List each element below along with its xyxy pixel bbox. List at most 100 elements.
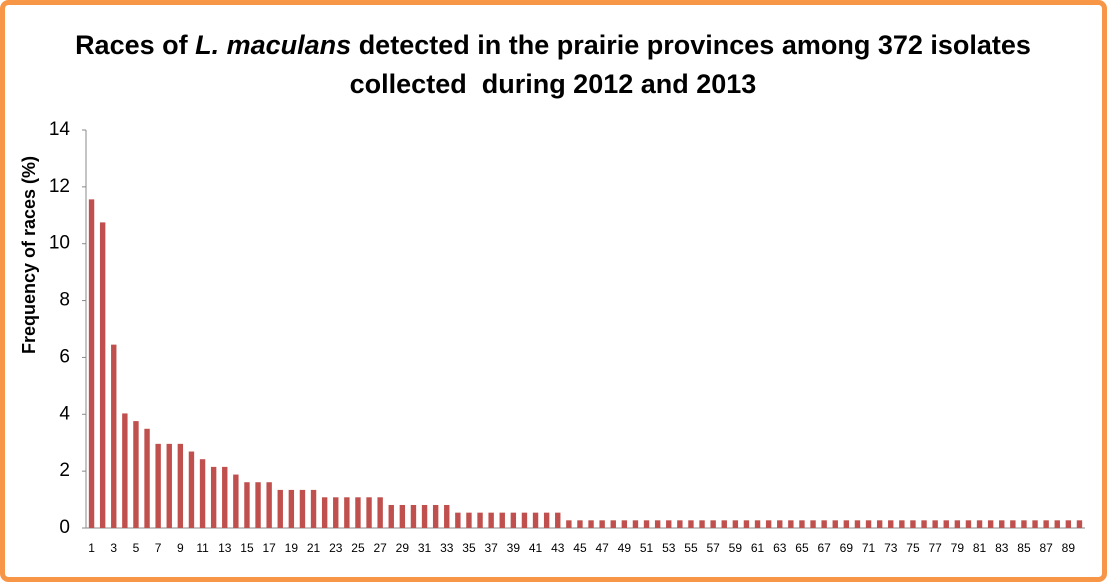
bar [488, 512, 494, 528]
bar [843, 520, 850, 528]
bar [499, 512, 505, 528]
title-part: detected in the prairie provinces among … [351, 30, 1031, 60]
x-tick-label: 15 [240, 541, 254, 555]
bar [222, 466, 228, 528]
bar [388, 504, 394, 528]
bar [277, 489, 283, 528]
y-tick-label: 14 [49, 119, 71, 140]
x-tick-label: 75 [906, 541, 920, 555]
x-tick-label: 67 [817, 541, 831, 555]
bar [122, 413, 128, 528]
x-tick-label: 35 [462, 541, 476, 555]
bar [1010, 520, 1016, 528]
title-part: L. maculans [195, 30, 351, 60]
bar [976, 520, 983, 528]
x-tick-label: 3 [110, 541, 117, 555]
y-tick-label: 4 [59, 403, 70, 424]
x-tick-label: 33 [440, 541, 454, 555]
x-tick-label: 9 [177, 541, 184, 555]
x-tick-label: 81 [973, 541, 987, 555]
x-tick-label: 71 [862, 541, 876, 555]
x-tick-label: 77 [928, 541, 942, 555]
bar [421, 504, 428, 528]
bar [410, 504, 417, 528]
x-tick-label: 13 [218, 541, 232, 555]
bar [999, 520, 1005, 528]
bar [1032, 520, 1038, 528]
bar [333, 497, 339, 528]
x-tick-label: 49 [618, 541, 632, 555]
x-tick-label: 47 [595, 541, 609, 555]
bar [177, 443, 184, 528]
bar [155, 443, 161, 528]
bar [810, 520, 816, 528]
bar [721, 520, 727, 528]
bar [610, 520, 616, 528]
x-tick-label: 69 [840, 541, 854, 555]
bar [599, 520, 605, 528]
chart-title: Races of L. maculans detected in the pra… [75, 30, 1031, 60]
bar [144, 428, 150, 528]
x-tick-label: 87 [1039, 541, 1053, 555]
bar [321, 497, 328, 528]
bar [876, 520, 883, 528]
bar [566, 520, 572, 528]
bar [510, 512, 517, 528]
x-tick-label: 73 [884, 541, 898, 555]
bar [244, 482, 250, 528]
bar [832, 520, 838, 528]
bar [266, 482, 272, 528]
bar [299, 489, 306, 528]
x-tick-label: 79 [951, 541, 965, 555]
title-part: Races of [75, 30, 195, 60]
bar [677, 520, 683, 528]
x-tick-label: 21 [307, 541, 321, 555]
x-tick-label: 25 [351, 541, 365, 555]
bar [99, 222, 106, 528]
bar [88, 199, 95, 528]
y-tick-label: 0 [59, 517, 70, 538]
bar [799, 520, 805, 528]
bar [310, 489, 317, 528]
bar [910, 520, 916, 528]
bar [666, 520, 672, 528]
bar [888, 520, 894, 528]
chart-subtitle: collected during 2012 and 2013 [350, 69, 757, 99]
y-tick-label: 6 [59, 346, 70, 367]
bar [632, 520, 639, 528]
bar [754, 520, 761, 528]
x-tick-label: 65 [795, 541, 809, 555]
bar [444, 504, 450, 528]
bar [288, 489, 295, 528]
bar [255, 482, 261, 528]
x-tick-label: 53 [662, 541, 676, 555]
x-tick-label: 27 [373, 541, 387, 555]
bar [932, 520, 938, 528]
x-tick-label: 1 [88, 541, 95, 555]
bar [432, 504, 439, 528]
bar [133, 421, 139, 528]
bar [643, 520, 650, 528]
x-tick-label: 23 [329, 541, 343, 555]
bar [543, 512, 550, 528]
x-tick-label: 63 [773, 541, 787, 555]
bar [865, 520, 872, 528]
x-tick-label: 43 [551, 541, 565, 555]
x-tick-label: 31 [418, 541, 432, 555]
x-tick-label: 7 [155, 541, 162, 555]
bar [954, 520, 961, 528]
x-tick-label: 5 [133, 541, 140, 555]
x-tick-label: 59 [729, 541, 743, 555]
bar [710, 520, 716, 528]
bar [210, 466, 217, 528]
bar [743, 520, 750, 528]
bar [965, 520, 972, 528]
x-tick-label: 61 [751, 541, 765, 555]
y-axis-label: Frequency of races (%) [19, 156, 39, 354]
bar [199, 459, 206, 528]
bar [466, 512, 472, 528]
bar [477, 512, 483, 528]
x-tick-label: 45 [573, 541, 587, 555]
bar [854, 520, 861, 528]
